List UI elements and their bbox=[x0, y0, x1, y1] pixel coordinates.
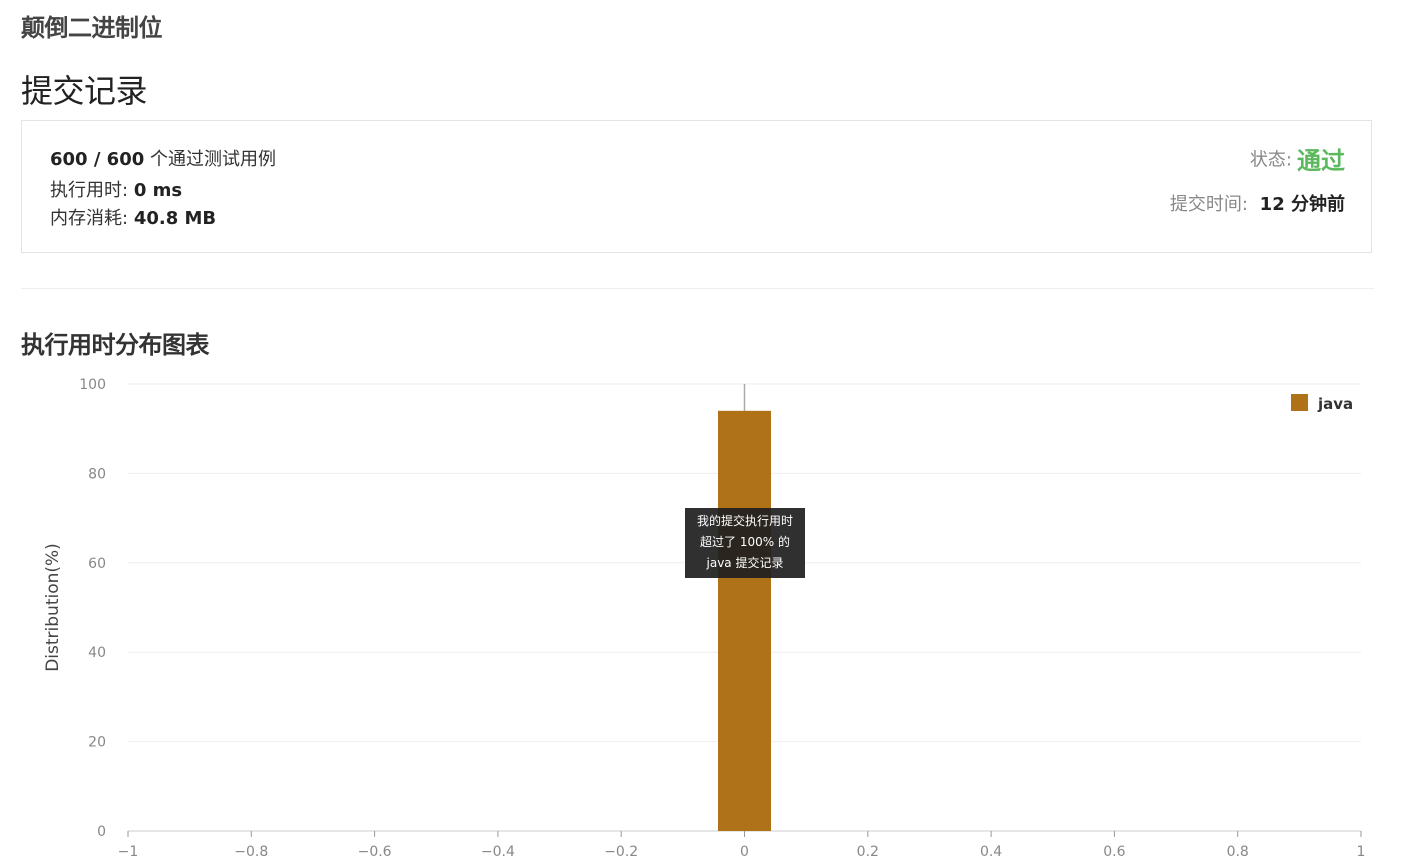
runtime-line: 执行用时: 0 ms bbox=[50, 176, 182, 202]
runtime-value: 0 ms bbox=[133, 180, 183, 201]
tests-passed-suffix: 个通过测试用例 bbox=[150, 149, 276, 170]
legend-swatch bbox=[1291, 394, 1308, 411]
status-value: 通过 bbox=[1297, 147, 1345, 175]
x-tick-label: 0 bbox=[740, 844, 749, 860]
submit-time: 提交时间: 12 分钟前 bbox=[1170, 190, 1345, 216]
chart-section-title: 执行用时分布图表 bbox=[21, 331, 210, 359]
memory-line: 内存消耗: 40.8 MB bbox=[50, 204, 216, 230]
tooltip-line-3: java 提交记录 bbox=[706, 556, 784, 570]
tooltip-line-1: 我的提交执行用时 bbox=[696, 514, 793, 528]
runtime-distribution-chart: 0 20 40 60 80 100 −1 −0.8 −0.6 −0.4 −0.2 0 0.2 0.4 0.6… bbox=[43, 377, 1366, 860]
memory-label: 内存消耗: bbox=[50, 208, 129, 229]
submit-time-label: 提交时间: bbox=[1169, 194, 1248, 215]
x-tick-label: 1 bbox=[1357, 844, 1366, 860]
problem-title: 颠倒二进制位 bbox=[21, 14, 163, 42]
legend-label: java bbox=[1317, 395, 1353, 413]
tooltip-line-2: 超过了 100% 的 bbox=[700, 535, 790, 549]
submission-summary-card: 600 / 600 个通过测试用例 执行用时: 0 ms 内存消耗: 40.8 … bbox=[21, 120, 1372, 253]
tests-passed-count: 600 / 600 bbox=[50, 149, 145, 170]
status-label: 状态: bbox=[1249, 149, 1292, 171]
x-tick-label: −1 bbox=[118, 844, 139, 860]
y-tick-label: 60 bbox=[88, 556, 106, 572]
runtime-label: 执行用时: bbox=[50, 180, 129, 201]
status: 状态: 通过 bbox=[1250, 141, 1345, 176]
bar bbox=[718, 410, 771, 831]
chart-tooltip: 我的提交执行用时 超过了 100% 的 java 提交记录 bbox=[685, 508, 805, 578]
tests-passed-line: 600 / 600 个通过测试用例 bbox=[50, 145, 276, 171]
page-heading: 提交记录 bbox=[21, 72, 148, 110]
x-tick-label: −0.6 bbox=[358, 844, 392, 860]
x-tick-label: −0.2 bbox=[604, 844, 638, 860]
x-tick-label: 0.2 bbox=[857, 844, 879, 860]
section-divider bbox=[21, 288, 1374, 289]
y-tick-label: 20 bbox=[88, 735, 106, 751]
x-tick-label: 0.8 bbox=[1227, 844, 1249, 860]
y-tick-label: 40 bbox=[88, 645, 106, 661]
x-tick-label: −0.4 bbox=[481, 844, 515, 860]
y-tick-label: 100 bbox=[79, 377, 106, 393]
x-tick-label: 0.6 bbox=[1103, 844, 1125, 860]
submit-time-value: 12 分钟前 bbox=[1259, 194, 1345, 215]
memory-value: 40.8 MB bbox=[133, 208, 217, 229]
x-tick-label: 0.4 bbox=[980, 844, 1002, 860]
y-axis-label: Distribution(%) bbox=[43, 543, 63, 672]
x-tick-label: −0.8 bbox=[234, 844, 268, 860]
y-tick-label: 80 bbox=[88, 466, 106, 482]
y-tick-label: 0 bbox=[97, 824, 106, 840]
